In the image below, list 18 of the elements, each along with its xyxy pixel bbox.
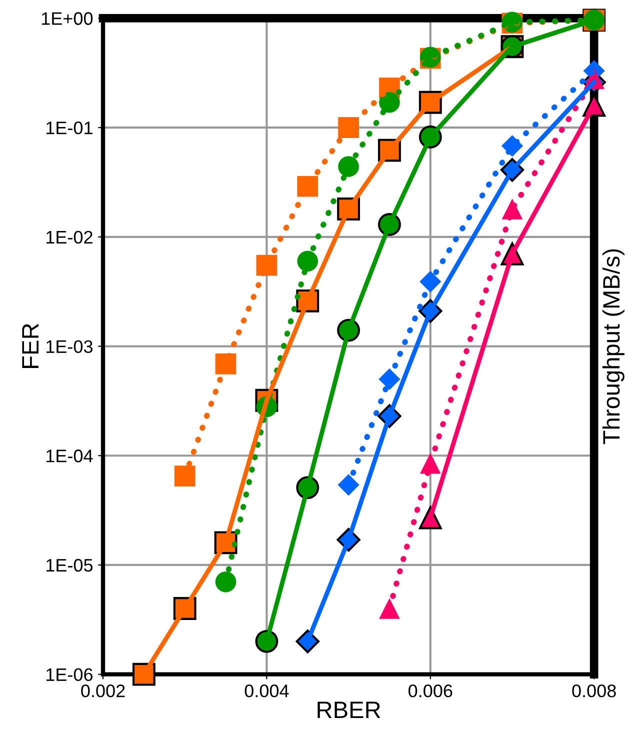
y-tick-label: 1E-01 xyxy=(46,122,92,134)
point xyxy=(420,270,442,292)
y-axis-title: FER xyxy=(22,324,38,368)
x-tick-label: 0.006 xyxy=(408,684,452,698)
y2-axis-title: Throughput (MB/s) xyxy=(602,249,624,444)
point xyxy=(338,156,359,177)
y-tick-label: 1E-06 xyxy=(46,668,93,682)
x-axis-title: RBER xyxy=(318,702,380,718)
point xyxy=(174,466,196,486)
y-tick-label: 1E-03 xyxy=(46,340,93,353)
y-tick-label: 1E-02 xyxy=(46,230,92,244)
x-tick-label: 0.008 xyxy=(572,684,616,698)
y-tick-label: 1E+00 xyxy=(42,12,93,25)
y-tick-label: 1E-05 xyxy=(46,558,93,572)
x-tick-label: 0.004 xyxy=(244,684,289,698)
x-tick-label: 0.002 xyxy=(81,684,125,698)
point xyxy=(215,571,236,592)
y-tick-label: 1E-04 xyxy=(46,450,93,462)
